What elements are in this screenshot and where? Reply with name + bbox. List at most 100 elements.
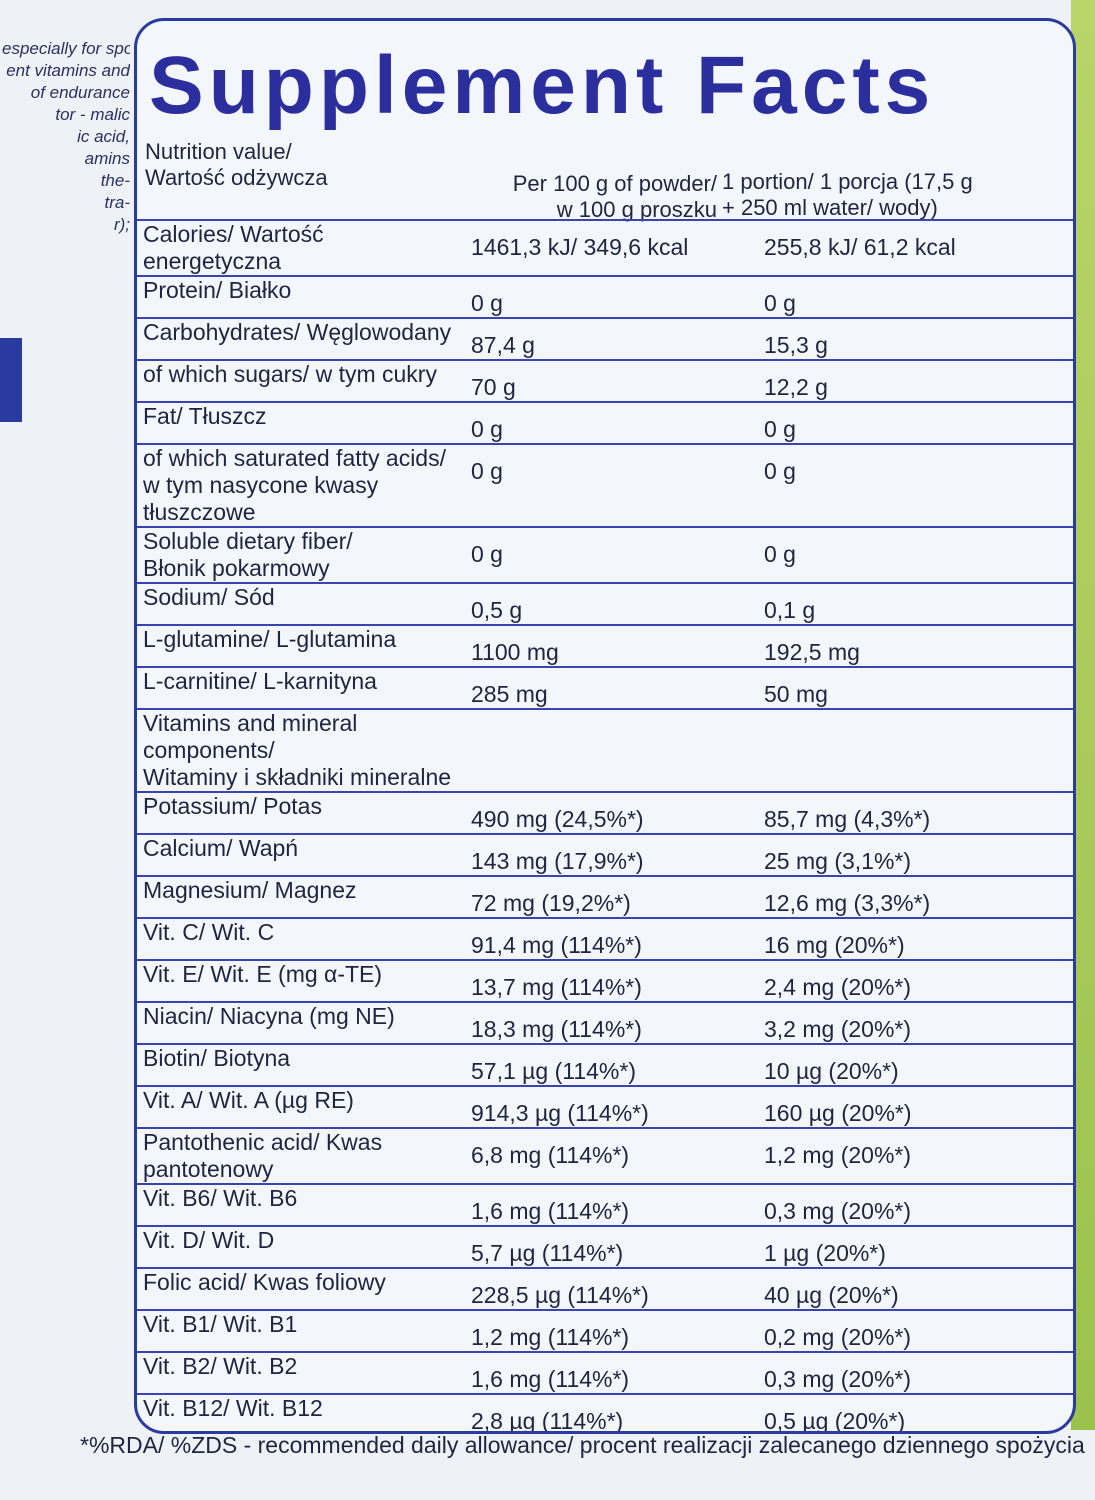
row-label: Protein/ Białko [137, 275, 465, 318]
row-label: Potassium/ Potas [137, 791, 465, 834]
row-label: Pantothenic acid/ Kwas pantotenowy [137, 1127, 465, 1184]
value-per100: 6,8 mg (114%*) [465, 1127, 756, 1184]
table-row: Carbohydrates/ Węglowodany 87,4 g 15,3 g [137, 317, 1073, 360]
row-label: Calories/ Wartość energetyczna [137, 219, 465, 276]
value-portion: 12,2 g [756, 359, 1073, 402]
decor-block [0, 338, 22, 422]
row-label: Vitamins and mineral components/ Witamin… [137, 708, 465, 792]
value-per100: 13,7 mg (114%*) [465, 959, 756, 1002]
value-portion: 25 mg (3,1%*) [756, 833, 1073, 876]
value-per100: 0,5 g [465, 582, 756, 625]
value-per100: 1100 mg [465, 624, 756, 667]
value-portion: 1,2 mg (20%*) [756, 1127, 1073, 1184]
value-portion: 0,3 mg (20%*) [756, 1351, 1073, 1394]
value-per100: 57,1 µg (114%*) [465, 1043, 756, 1086]
table-row: Calories/ Wartość energetyczna 1461,3 kJ/… [137, 219, 1073, 276]
value-portion: 0 g [756, 401, 1073, 444]
side-line: amins [84, 149, 130, 168]
row-label: Biotin/ Biotyna [137, 1043, 465, 1086]
row-label: Sodium/ Sód [137, 582, 465, 625]
value-per100: 914,3 µg (114%*) [465, 1085, 756, 1128]
row-label: Magnesium/ Magnez [137, 875, 465, 918]
value-per100: 285 mg [465, 666, 756, 709]
value-per100: 0 g [465, 443, 756, 527]
table-header: Nutrition value/ Wartość odżywcza Per 10… [137, 139, 1073, 222]
value-per100: 143 mg (17,9%*) [465, 833, 756, 876]
side-line: ent vitamins and [6, 61, 130, 80]
value-portion: 255,8 kJ/ 61,2 kcal [756, 219, 1073, 276]
side-text: especially for sports ent vitamins and of … [2, 38, 130, 236]
side-line: tra- [104, 193, 131, 212]
facts-table: Calories/ Wartość energetyczna 1461,3 kJ/… [137, 219, 1073, 1431]
row-label: Soluble dietary fiber/ Błonik pokarmowy [137, 526, 465, 583]
side-line: of endurance [30, 83, 130, 102]
table-row: Folic acid/ Kwas foliowy 228,5 µg (114%*)… [137, 1267, 1073, 1310]
table-row: Pantothenic acid/ Kwas pantotenowy 6,8 mg… [137, 1127, 1073, 1184]
row-label: Vit. C/ Wit. C [137, 917, 465, 960]
row-label: Fat/ Tłuszcz [137, 401, 465, 444]
row-label: Vit. B1/ Wit. B1 [137, 1309, 465, 1352]
value-portion: 3,2 mg (20%*) [756, 1001, 1073, 1044]
value-per100: 87,4 g [465, 317, 756, 360]
table-row: Vit. D/ Wit. D 5,7 µg (114%*) 1 µg (20%*) [137, 1225, 1073, 1268]
table-row: L-glutamine/ L-glutamina 1100 mg 192,5 mg [137, 624, 1073, 667]
value-per100: 1,6 mg (114%*) [465, 1351, 756, 1394]
value-portion: 1 µg (20%*) [756, 1225, 1073, 1268]
value-portion: 0 g [756, 526, 1073, 583]
value-portion: 192,5 mg [756, 624, 1073, 667]
side-line: tor - malic [55, 105, 130, 124]
table-row: Calcium/ Wapń 143 mg (17,9%*) 25 mg (3,1%*… [137, 833, 1073, 876]
value-per100: 70 g [465, 359, 756, 402]
row-label: Niacin/ Niacyna (mg NE) [137, 1001, 465, 1044]
row-label: of which sugars/ w tym cukry [137, 359, 465, 402]
value-portion: 0,5 µg (20%*) [756, 1393, 1073, 1431]
value-portion: 0,1 g [756, 582, 1073, 625]
title: Supplement Facts [149, 40, 936, 131]
value-portion: 16 mg (20%*) [756, 917, 1073, 960]
row-label: L-glutamine/ L-glutamina [137, 624, 465, 667]
table-row: Vitamins and mineral components/ Witamin… [137, 708, 1073, 792]
row-label: Vit. E/ Wit. E (mg α-TE) [137, 959, 465, 1002]
row-label: Vit. B2/ Wit. B2 [137, 1351, 465, 1394]
value-per100: 91,4 mg (114%*) [465, 917, 756, 960]
value-per100: 18,3 mg (114%*) [465, 1001, 756, 1044]
table-row: Magnesium/ Magnez 72 mg (19,2%*) 12,6 mg (… [137, 875, 1073, 918]
table-row: Vit. E/ Wit. E (mg α-TE) 13,7 mg (114%*) 2… [137, 959, 1073, 1002]
value-per100: 1,6 mg (114%*) [465, 1183, 756, 1226]
value-portion: 2,4 mg (20%*) [756, 959, 1073, 1002]
row-label: Vit. B12/ Wit. B12 [137, 1393, 465, 1431]
table-row: of which sugars/ w tym cukry 70 g 12,2 g [137, 359, 1073, 402]
value-per100: 1,2 mg (114%*) [465, 1309, 756, 1352]
table-row: of which saturated fatty acids/ w tym na… [137, 443, 1073, 527]
side-line: ic acid, [77, 127, 130, 146]
value-portion: 10 µg (20%*) [756, 1043, 1073, 1086]
value-per100: 490 mg (24,5%*) [465, 791, 756, 834]
table-row: Vit. B1/ Wit. B1 1,2 mg (114%*) 0,2 mg (20… [137, 1309, 1073, 1352]
row-label: Calcium/ Wapń [137, 833, 465, 876]
header-nutrition: Nutrition value/ Wartość odżywcza [145, 139, 328, 190]
value-portion: 160 µg (20%*) [756, 1085, 1073, 1128]
table-row: Vit. B12/ Wit. B12 2,8 µg (114%*) 0,5 µg (… [137, 1393, 1073, 1431]
value-per100: 0 g [465, 526, 756, 583]
value-portion: 0,3 mg (20%*) [756, 1183, 1073, 1226]
value-portion: 15,3 g [756, 317, 1073, 360]
row-label: Vit. D/ Wit. D [137, 1225, 465, 1268]
header-portion: 1 portion/ 1 porcja (17,5 g + 250 ml wat… [722, 169, 973, 220]
row-label: Carbohydrates/ Węglowodany [137, 317, 465, 360]
facts-panel: Supplement Facts Nutrition value/ Wartoś… [134, 18, 1076, 1434]
value-portion [756, 708, 1073, 792]
table-row: Niacin/ Niacyna (mg NE) 18,3 mg (114%*) 3,… [137, 1001, 1073, 1044]
row-label: L-carnitine/ L-karnityna [137, 666, 465, 709]
table-row: Vit. B6/ Wit. B6 1,6 mg (114%*) 0,3 mg (20… [137, 1183, 1073, 1226]
value-portion: 0,2 mg (20%*) [756, 1309, 1073, 1352]
value-per100: 72 mg (19,2%*) [465, 875, 756, 918]
value-portion: 0 g [756, 275, 1073, 318]
header-per100: Per 100 g of powder/ w 100 g proszku [512, 171, 717, 222]
side-line: the- [100, 171, 130, 190]
value-portion: 50 mg [756, 666, 1073, 709]
side-line: especially for sports [2, 39, 130, 58]
side-line: r); [113, 215, 130, 234]
table-row: Soluble dietary fiber/ Błonik pokarmowy 0… [137, 526, 1073, 583]
